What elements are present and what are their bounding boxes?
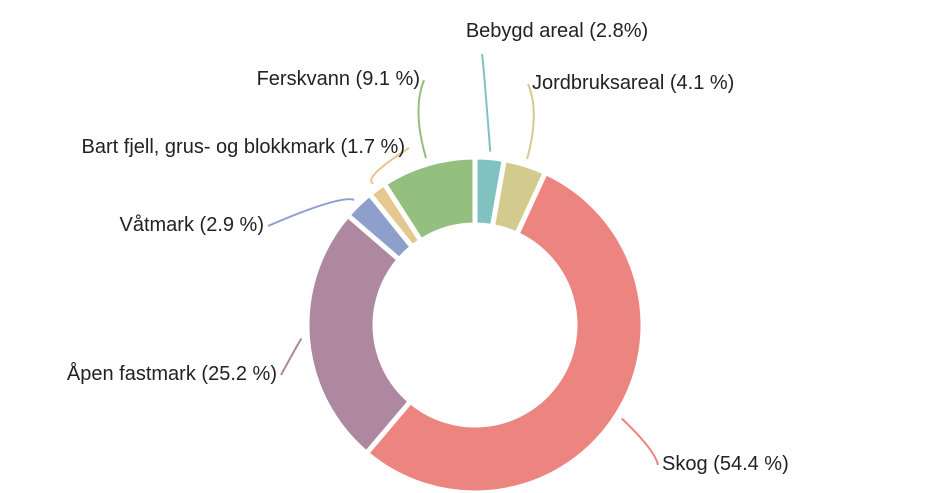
- slice: [362, 169, 646, 493]
- value-label: (54.4 %): [713, 453, 789, 475]
- slice-label: Våtmark (2.9 %): [120, 214, 265, 236]
- leader-line: [621, 417, 659, 466]
- leader-line: [417, 79, 427, 159]
- slice: [304, 211, 414, 457]
- category-label: Åpen fastmark: [67, 362, 197, 385]
- leader-line: [526, 83, 535, 160]
- category-label: Skog: [662, 453, 708, 475]
- slice-label: Jordbruksareal (4.1 %): [532, 72, 734, 94]
- category-label: Jordbruksareal: [532, 72, 664, 94]
- slice-label: Bebygd areal (2.8%): [466, 20, 648, 42]
- category-label: Våtmark: [120, 214, 195, 236]
- category-label: Bart fjell, grus- og blokkmark: [82, 136, 336, 158]
- value-label: (1.7 %): [341, 136, 405, 158]
- category-label: Ferskvann: [257, 68, 350, 90]
- category-label: Bebygd areal: [466, 20, 584, 42]
- leader-line: [267, 198, 355, 227]
- slice: [380, 154, 478, 245]
- leader-line: [370, 147, 410, 185]
- value-label: (25.2 %): [201, 363, 277, 385]
- leader-line: [280, 337, 303, 376]
- slice-label: Ferskvann (9.1 %): [257, 68, 420, 90]
- value-label: (2.8%): [589, 20, 648, 42]
- slice-label: Åpen fastmark (25.2 %): [67, 362, 277, 385]
- slice-label: Bart fjell, grus- og blokkmark (1.7 %): [82, 136, 405, 158]
- value-label: (2.9 %): [200, 214, 264, 236]
- leader-line: [481, 53, 492, 152]
- value-label: (4.1 %): [670, 72, 734, 94]
- slice-label: Skog (54.4 %): [662, 453, 789, 475]
- value-label: (9.1 %): [356, 68, 420, 90]
